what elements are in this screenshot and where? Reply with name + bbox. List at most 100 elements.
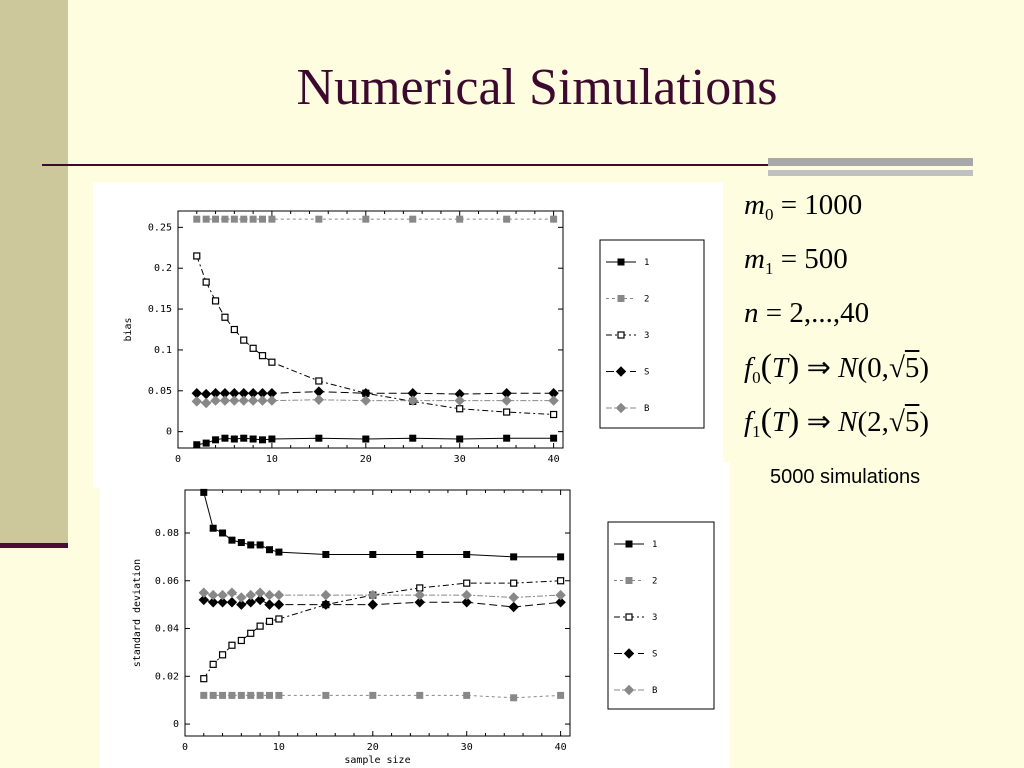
data-point-3 — [240, 336, 248, 344]
data-point-2 — [256, 691, 264, 699]
y-tick-label: 0.08 — [155, 528, 179, 539]
y-tick-label: 0 — [173, 719, 179, 730]
y-tick-label: 0.04 — [155, 624, 179, 635]
data-point-2 — [362, 215, 370, 223]
equation-m1: m1 = 500 — [744, 242, 929, 296]
legend-box — [607, 521, 715, 710]
data-point-B — [247, 395, 259, 406]
y-tick-label: 0.1 — [154, 345, 172, 356]
eq-params: (2, — [857, 406, 889, 438]
series-line-2 — [203, 694, 561, 699]
data-point-3 — [209, 660, 217, 668]
data-point-B — [360, 395, 372, 406]
data-point-3 — [258, 352, 267, 360]
bias-chart-svg: 0 10 20 30 40 0 0.05 0.1 0.15 0.2 0.25 bias 1 2 3 S B — [123, 210, 705, 465]
y-tick-label: 0.2 — [154, 263, 172, 274]
legend-label-1: 1 — [644, 258, 649, 268]
data-point-B — [414, 589, 425, 601]
data-point-S — [226, 597, 238, 608]
eq-params: (0, — [857, 352, 889, 384]
data-point-S — [245, 597, 256, 608]
data-point-3 — [265, 617, 274, 625]
data-point-1 — [503, 434, 511, 442]
eq-close: ) — [919, 406, 930, 438]
data-point-1 — [228, 536, 236, 544]
data-point-S — [461, 597, 472, 608]
data-point-3 — [256, 622, 264, 630]
equation-f0: f0(T) ⇒ N(0,√5) — [744, 350, 929, 404]
legend-box — [599, 239, 705, 429]
data-point-B — [555, 589, 566, 601]
simulations-count: 5000 simulations — [770, 466, 921, 488]
data-point-1 — [369, 550, 377, 558]
legend-label-2: 2 — [652, 577, 657, 587]
legend-marker-S — [615, 366, 627, 377]
eq-subscript: 0 — [752, 368, 761, 387]
y-tick-label: 0.05 — [148, 386, 172, 397]
data-point-S — [200, 388, 212, 400]
data-point-2 — [409, 215, 417, 223]
data-point-S — [198, 594, 209, 606]
data-point-1 — [266, 546, 274, 554]
data-point-3 — [557, 577, 565, 585]
y-axis-label: standard deviation — [132, 559, 143, 667]
data-point-S — [217, 597, 228, 608]
data-point-3 — [202, 278, 210, 286]
data-point-S — [273, 599, 285, 610]
data-point-B — [501, 395, 512, 406]
data-point-1 — [416, 550, 424, 558]
equation-n: n = 2,...,40 — [744, 296, 929, 350]
y-tick-label: 0.15 — [148, 304, 172, 315]
slide-title: Numerical Simulations — [296, 59, 778, 116]
y-axis-label: bias — [123, 317, 134, 341]
data-point-1 — [557, 553, 565, 561]
data-point-B — [238, 395, 249, 406]
eq-subscript: 0 — [764, 205, 774, 224]
data-point-B — [273, 589, 285, 601]
title-rule-accent — [768, 158, 973, 166]
eq-distribution: N — [838, 352, 858, 384]
data-point-B — [200, 397, 212, 409]
data-point-2 — [237, 691, 245, 699]
eq-symbol: m — [744, 243, 765, 275]
legend-marker-1 — [617, 258, 625, 266]
data-point-B — [229, 395, 240, 406]
data-point-3 — [550, 410, 558, 419]
data-point-3 — [315, 377, 323, 385]
data-point-2 — [369, 691, 377, 699]
eq-value: = 500 — [773, 243, 848, 275]
y-tick-label: 0.02 — [155, 671, 179, 682]
data-point-2 — [212, 215, 220, 223]
std-dev-chart-svg: 0 10 20 30 40 0 0.02 0.04 0.06 0.08 standard devia… — [132, 488, 715, 766]
y-tick-label: 0.25 — [148, 222, 172, 233]
eq-root-value: 5 — [904, 406, 920, 438]
implies-icon: ⇒ — [806, 352, 831, 384]
data-point-3 — [249, 344, 257, 352]
data-point-S — [254, 594, 266, 606]
series-line-3 — [196, 255, 554, 415]
data-point-B — [198, 587, 209, 598]
data-point-B — [367, 589, 379, 601]
data-point-3 — [230, 325, 238, 334]
data-point-1 — [275, 548, 283, 556]
data-point-1 — [315, 434, 323, 442]
data-point-1 — [237, 539, 245, 547]
data-point-2 — [200, 691, 208, 699]
sqrt-icon: √ — [888, 406, 905, 438]
std-dev-chart: 0 10 20 30 40 0 0.02 0.04 0.06 0.08 standard devia… — [100, 462, 730, 768]
eq-paren-open: ( — [760, 402, 772, 439]
data-point-1 — [550, 434, 558, 442]
eq-paren-close: ) — [788, 348, 800, 385]
data-point-2 — [240, 215, 248, 223]
legend-marker-1 — [625, 540, 633, 548]
data-point-1 — [209, 524, 217, 532]
legend-marker-2 — [617, 295, 625, 302]
eq-symbol: m — [744, 189, 765, 221]
data-point-B — [236, 592, 247, 603]
x-tick-label: 40 — [548, 454, 560, 465]
data-point-3 — [200, 675, 208, 683]
data-point-1 — [510, 553, 518, 561]
x-tick-label: 20 — [367, 742, 379, 753]
data-point-2 — [268, 215, 276, 223]
eq-close: ) — [919, 352, 930, 384]
